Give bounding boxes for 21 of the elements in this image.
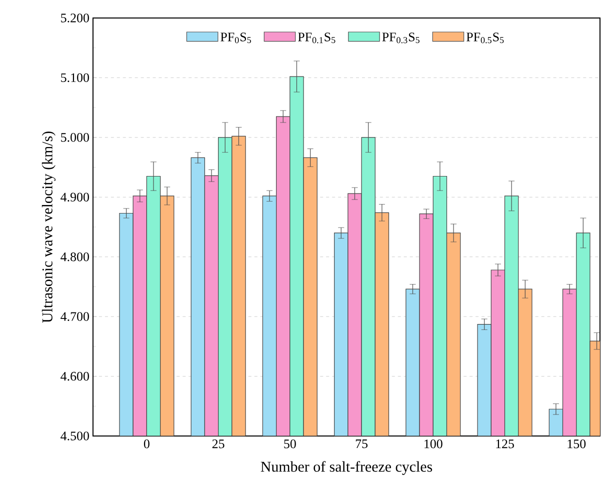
x-axis-title: Number of salt-freeze cycles <box>260 461 432 475</box>
x-tick-label: 50 <box>284 440 296 448</box>
y-tick-label: 5.200 <box>61 14 89 22</box>
y-tick-label: 5.000 <box>61 133 89 142</box>
y-tick-label: 4.700 <box>60 312 89 321</box>
y-tick-label: 4.500 <box>60 432 89 440</box>
legend-label: PF$_{0.3}$S$_{5}$ <box>382 32 420 44</box>
legend-label: PF$_{0}$S$_{5}$ <box>220 32 252 44</box>
y-tick-label: 4.900 <box>60 192 89 202</box>
x-tick-label: 75 <box>356 440 368 448</box>
legend-label: PF$_{0.1}$S$_{5}$ <box>298 32 336 44</box>
x-tick-label: 125 <box>496 440 514 448</box>
y-axis-title: Ultrasonic wave velocity (km/s) <box>42 132 56 323</box>
y-tick-label: 4.600 <box>60 372 89 381</box>
x-tick-label: 150 <box>568 440 586 448</box>
x-tick-label: 100 <box>424 440 442 448</box>
legend-label: PF$_{0.5}$S$_{5}$ <box>466 32 504 44</box>
x-tick-label: 25 <box>212 440 224 448</box>
x-tick-label: 0 <box>144 440 150 448</box>
y-tick-label: 4.800 <box>60 252 89 262</box>
y-tick-label: 5.100 <box>61 73 89 82</box>
